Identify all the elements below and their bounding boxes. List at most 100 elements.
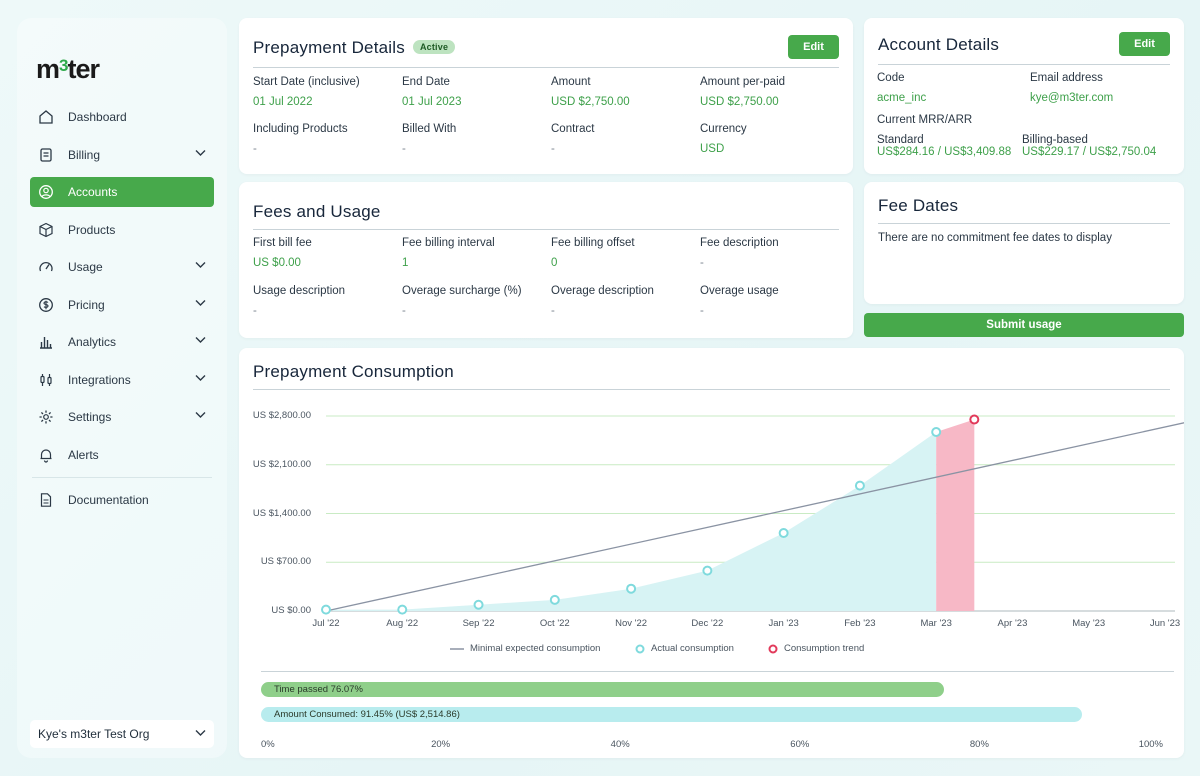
- sidebar-item-settings[interactable]: Settings: [30, 402, 214, 432]
- m3ter-logo[interactable]: m3ter: [36, 54, 100, 84]
- sidebar-item-label: Products: [68, 222, 116, 237]
- x-tick-label: Nov '22: [615, 618, 648, 629]
- sidebar-item-label: Billing: [68, 147, 101, 162]
- fees-usage-title: Fees and Usage: [253, 202, 381, 221]
- actual-consumption-area: [326, 432, 937, 611]
- y-tick-label: US $700.00: [260, 556, 311, 568]
- legend-item[interactable]: Consumption trend: [768, 643, 864, 654]
- y-tick-label: US $2,800.00: [252, 410, 311, 421]
- code-field: Code acme_inc: [877, 72, 927, 104]
- field-usage-description: Usage description -: [253, 285, 346, 317]
- sidebar-item-pricing[interactable]: Pricing: [30, 290, 214, 320]
- progress-tick-label: 20%: [431, 739, 451, 750]
- chevron-down-icon: [195, 299, 206, 306]
- progress-tick-label: 100%: [1138, 739, 1163, 750]
- legend-label: Actual consumption: [651, 643, 734, 654]
- sidebar-item-integrations[interactable]: Integrations: [30, 365, 214, 395]
- document-icon: [38, 492, 54, 508]
- actual-consumption-point: [549, 594, 560, 605]
- sidebar-item-label: Dashboard: [68, 110, 127, 124]
- progress-tick-label: 0%: [261, 739, 275, 750]
- y-tick-label: US $1,400.00: [252, 507, 311, 519]
- legend-label: Minimal expected consumption: [470, 643, 601, 654]
- fee-dates-card: Fee Dates There are no commitment fee da…: [864, 182, 1184, 304]
- amount-consumed-bar: Amount Consumed: 91.45% (US$ 2,514.86): [261, 707, 1083, 722]
- user-circle-icon: [38, 184, 54, 200]
- circle-swatch-icon: [768, 644, 778, 654]
- x-tick-label: Feb '23: [844, 618, 876, 629]
- time-passed-bar: Time passed 76.07%: [261, 682, 945, 697]
- x-tick-label: Jul '22: [312, 618, 340, 629]
- legend-label: Consumption trend: [784, 643, 865, 654]
- field-amount-per-paid: Amount per-paid USD $2,750.00: [700, 76, 786, 108]
- gauge-icon: [38, 259, 54, 275]
- prepayment-consumption-card: Prepayment Consumption US $0.00 US $700.0…: [239, 348, 1184, 758]
- field-overage-description: Overage description -: [551, 285, 654, 317]
- field-billed-with: Billed With -: [402, 123, 457, 155]
- sidebar-item-billing[interactable]: Billing: [30, 140, 214, 170]
- divider: [261, 671, 1174, 672]
- legend-item[interactable]: Actual consumption: [635, 643, 734, 654]
- sidebar-item-label: Integrations: [68, 372, 131, 387]
- progress-tick-label: 60%: [790, 739, 810, 750]
- field-currency: Currency USD: [700, 123, 747, 155]
- sidebar-item-label: Alerts: [68, 447, 99, 462]
- sidebar-item-alerts[interactable]: Alerts: [30, 440, 214, 470]
- consumption-trend-point: [969, 414, 980, 425]
- actual-consumption-point: [321, 604, 331, 615]
- sidebar-item-accounts[interactable]: Accounts: [30, 177, 214, 207]
- x-tick-label: Apr '23: [997, 618, 1028, 629]
- consumption-chart: [321, 414, 1184, 615]
- actual-consumption-point: [854, 480, 865, 491]
- receipt-icon: [38, 147, 54, 163]
- edit-prepayment-button[interactable]: Edit: [788, 35, 839, 59]
- divider: [253, 229, 839, 230]
- prepayment-details-title: Prepayment Details Active: [253, 38, 456, 58]
- sidebar-item-usage[interactable]: Usage: [30, 252, 214, 282]
- chevron-down-icon: [195, 149, 206, 156]
- sidebar-item-label: Usage: [68, 260, 103, 274]
- field-fee-description: Fee description -: [700, 237, 779, 269]
- billing-based-mrr: Billing-based US$229.17 / US$2,750.04: [1022, 134, 1157, 158]
- nav-divider: [32, 477, 212, 478]
- submit-usage-button[interactable]: Submit usage: [864, 313, 1184, 337]
- sidebar-nav: Dashboard Billing Accounts Products Usage Pri…: [30, 102, 214, 523]
- chevron-down-icon: [195, 262, 206, 268]
- sidebar-item-analytics[interactable]: Analytics: [30, 327, 214, 357]
- actual-consumption-point: [473, 599, 484, 610]
- sidebar-item-label: Analytics: [68, 335, 117, 349]
- minimal-expected-consumption-line: [325, 422, 1184, 612]
- sidebar-item-label: Accounts: [68, 185, 118, 199]
- edit-account-button[interactable]: Edit: [1119, 32, 1170, 56]
- box-icon: [38, 222, 54, 238]
- standard-mrr: Standard US$284.16 / US$3,409.88: [877, 134, 1012, 158]
- prepayment-details-card: Prepayment Details Active Edit Start Date…: [239, 18, 853, 174]
- x-tick-label: Oct '22: [539, 618, 570, 629]
- bar-chart-icon: [38, 334, 54, 350]
- legend-item[interactable]: Minimal expected consumption: [450, 643, 600, 654]
- org-name: Kye's m3ter Test Org: [38, 727, 150, 741]
- chevron-down-icon: [195, 337, 206, 343]
- divider: [253, 67, 839, 68]
- sidebar-item-label: Pricing: [68, 297, 105, 312]
- progress-tick-label: 80%: [969, 739, 989, 750]
- actual-consumption-point: [778, 528, 789, 538]
- org-selector[interactable]: Kye's m3ter Test Org: [30, 720, 214, 748]
- field-including-products: Including Products -: [253, 123, 348, 155]
- field-contract: Contract -: [551, 123, 595, 155]
- sidebar-item-label: Settings: [68, 410, 112, 424]
- sidebar-item-products[interactable]: Products: [30, 215, 214, 245]
- y-tick-label: US $2,100.00: [252, 458, 311, 470]
- fee-dates-title: Fee Dates: [878, 196, 959, 215]
- chevron-down-icon: [195, 412, 206, 418]
- consumption-title: Prepayment Consumption: [253, 362, 454, 381]
- mrr-label: Current MRR/ARR: [877, 114, 973, 126]
- chevron-down-icon: [195, 730, 206, 736]
- amount-consumed-label: Amount Consumed: 91.45% (US$ 2,514.86): [274, 709, 460, 720]
- sidebar-item-dashboard[interactable]: Dashboard: [30, 102, 214, 132]
- line-swatch-icon: [450, 646, 464, 652]
- field-first-bill-fee: First bill fee US $0.00: [253, 237, 312, 269]
- x-tick-label: Mar '23: [920, 618, 952, 629]
- sidebar-item-documentation[interactable]: Documentation: [30, 485, 214, 515]
- x-tick-label: Jun '23: [1149, 618, 1181, 629]
